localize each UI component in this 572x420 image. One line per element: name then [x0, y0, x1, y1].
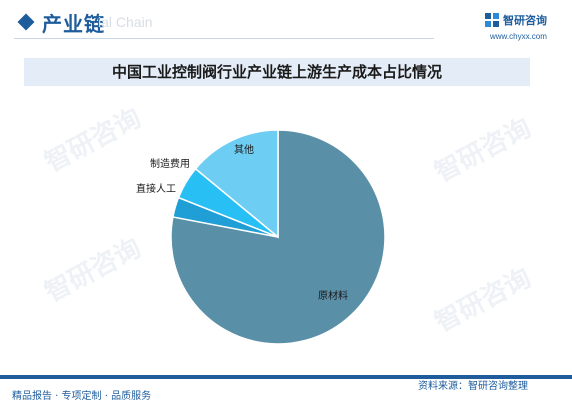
chart-title: 中国工业控制阀行业产业链上游生产成本占比情况 — [111, 63, 442, 81]
footer-divider — [0, 375, 572, 379]
pie-slice — [194, 129, 279, 239]
section-subtitle: ial Chain — [98, 14, 153, 30]
chart-title-bar: 中国工业控制阀行业产业链上游生产成本占比情况 — [24, 58, 530, 86]
pie-slice-label: 原材料 — [318, 289, 348, 302]
header-divider — [14, 38, 434, 39]
section-title: 产业链 — [42, 12, 105, 36]
brand-name: 智研咨询 — [503, 14, 547, 27]
brand-url: www.chyxx.com — [490, 32, 547, 41]
footer-slogan: 精品报告 · 专项定制 · 品质服务 — [12, 391, 152, 402]
pie-slice-label: 制造费用 — [150, 157, 190, 170]
pie-slice-label: 其他 — [234, 143, 254, 156]
footer-source: 资料来源：智研咨询整理 — [418, 381, 528, 392]
header: 产业链 ial Chain 智研咨询 www.chyxx.com — [0, 0, 572, 46]
pie-slice-label: 直接人工 — [136, 182, 176, 195]
logo-icon — [485, 13, 499, 27]
